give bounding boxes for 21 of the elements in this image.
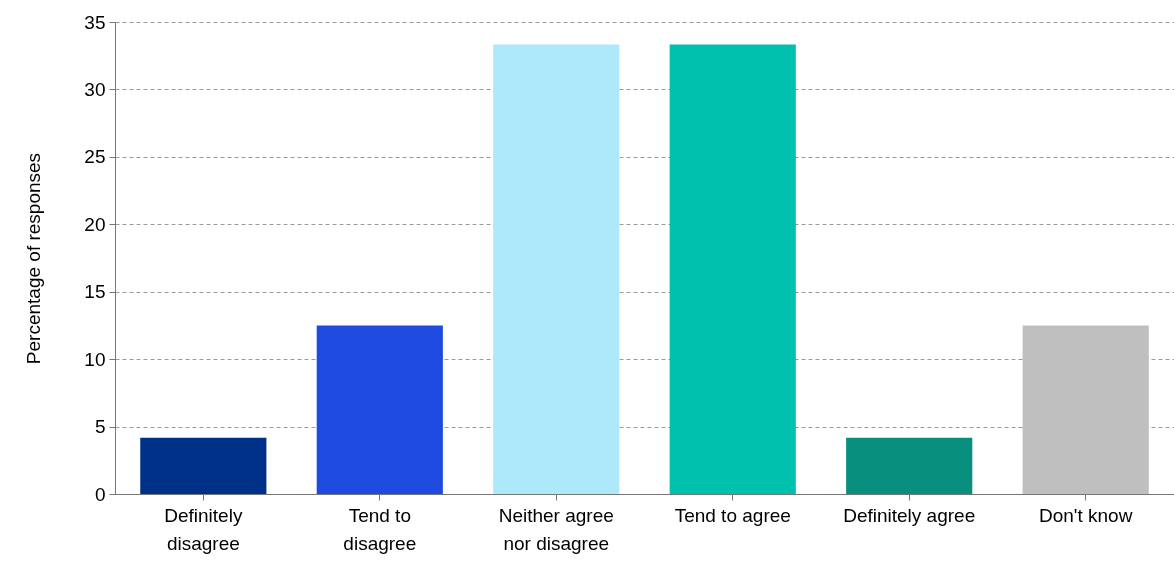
x-tick-label: Neither agree nor disagree xyxy=(498,504,614,554)
x-tick-label: Definitely disagree xyxy=(164,504,243,554)
bar xyxy=(140,437,267,494)
x-tick-label: Definitely agree xyxy=(843,504,976,526)
x-tick-label: Tend to agree xyxy=(674,504,791,526)
bar xyxy=(1022,325,1149,494)
bar xyxy=(493,44,620,494)
y-axis-title: Percentage of responses xyxy=(23,152,45,365)
y-tick-label: 20 xyxy=(84,213,106,235)
y-tick-label: 35 xyxy=(84,11,106,33)
y-tick-label: 15 xyxy=(84,281,106,303)
bar xyxy=(316,325,443,494)
bar xyxy=(669,44,796,494)
y-tick-label: 10 xyxy=(84,348,106,370)
x-tick-label: Don't know xyxy=(1038,504,1133,526)
x-tick-label: Tend to disagree xyxy=(343,504,417,554)
y-tick-label: 30 xyxy=(84,78,106,100)
bar xyxy=(846,437,973,494)
y-tick-label: 5 xyxy=(94,416,106,438)
y-tick-label: 0 xyxy=(94,483,106,505)
y-tick-label: 25 xyxy=(84,146,106,168)
